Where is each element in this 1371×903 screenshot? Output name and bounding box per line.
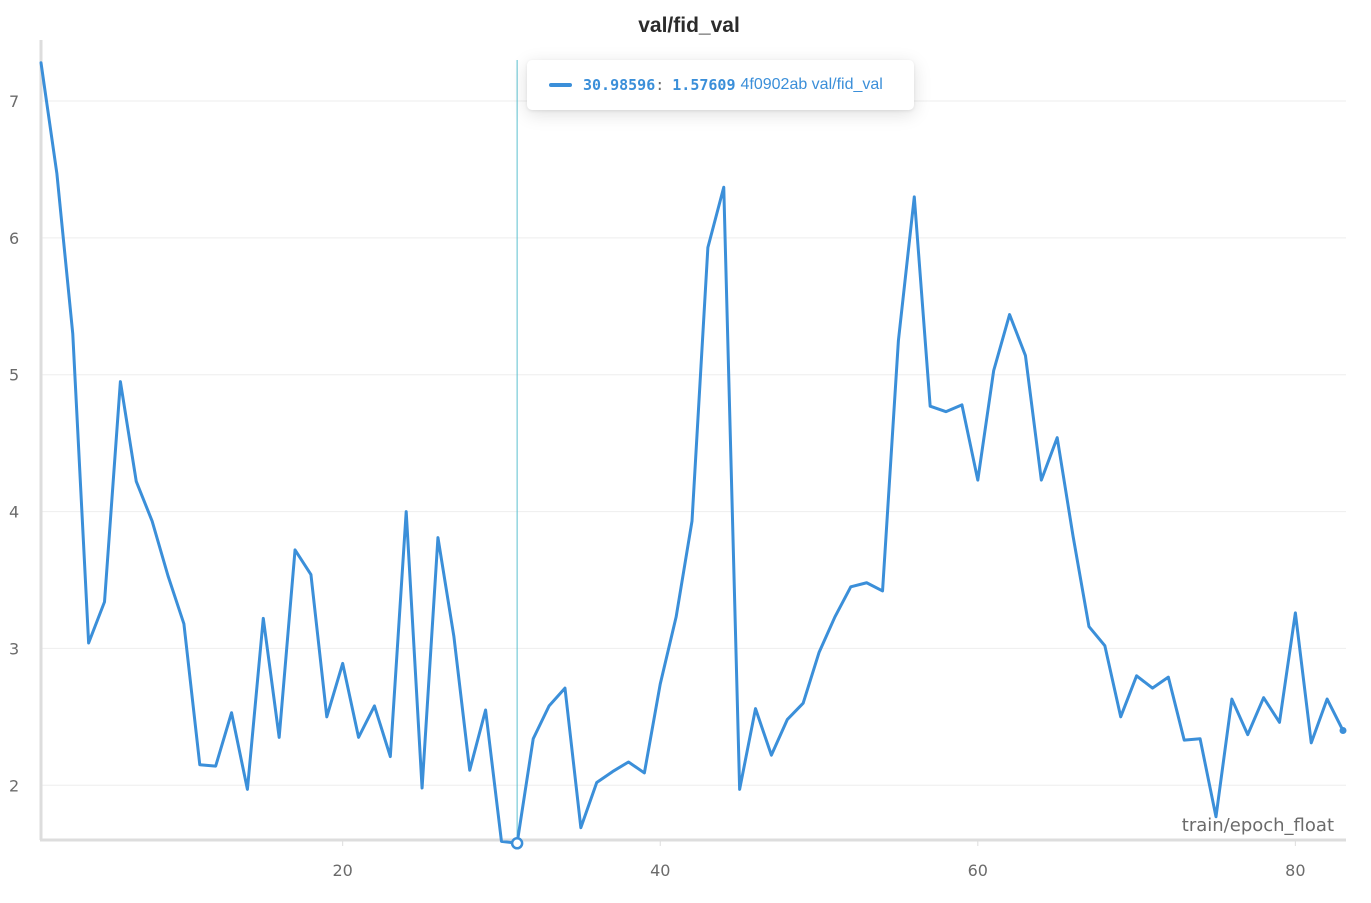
y-tick-label: 5	[9, 366, 19, 385]
y-axis-ticks: 2 3 4 5 6 7	[9, 92, 19, 795]
x-tick-label: 80	[1285, 861, 1305, 880]
y-tick-label: 2	[9, 776, 19, 795]
hover-point-marker[interactable]	[510, 837, 524, 850]
series-swatch-icon	[549, 83, 572, 87]
y-tick-label: 7	[9, 92, 19, 111]
tooltip-series-name: 4f0902ab val/fid_val	[740, 76, 883, 93]
y-tick-label: 6	[9, 229, 19, 248]
series-end-point	[1339, 727, 1347, 735]
hover-tooltip: 30.98596 : 1.57609 4f0902ab val/fid_val	[527, 60, 914, 110]
chart-title: val/fid_val	[638, 14, 740, 37]
x-tick-label: 60	[968, 861, 988, 880]
tooltip-y-value: 1.57609	[672, 76, 736, 94]
tooltip-x-value: 30.98596	[583, 76, 656, 94]
gridlines	[41, 100, 1346, 786]
x-tick-label: 20	[333, 861, 353, 880]
y-tick-label: 4	[9, 503, 19, 522]
x-axis-ticks: 20 40 60 80	[333, 840, 1306, 880]
x-axis-label: train/epoch_float	[1182, 815, 1334, 836]
series-line-fid-val[interactable]	[39, 61, 1345, 845]
x-tick-label: 40	[650, 861, 670, 880]
tooltip-separator: :	[655, 76, 665, 94]
y-tick-label: 3	[9, 639, 19, 658]
